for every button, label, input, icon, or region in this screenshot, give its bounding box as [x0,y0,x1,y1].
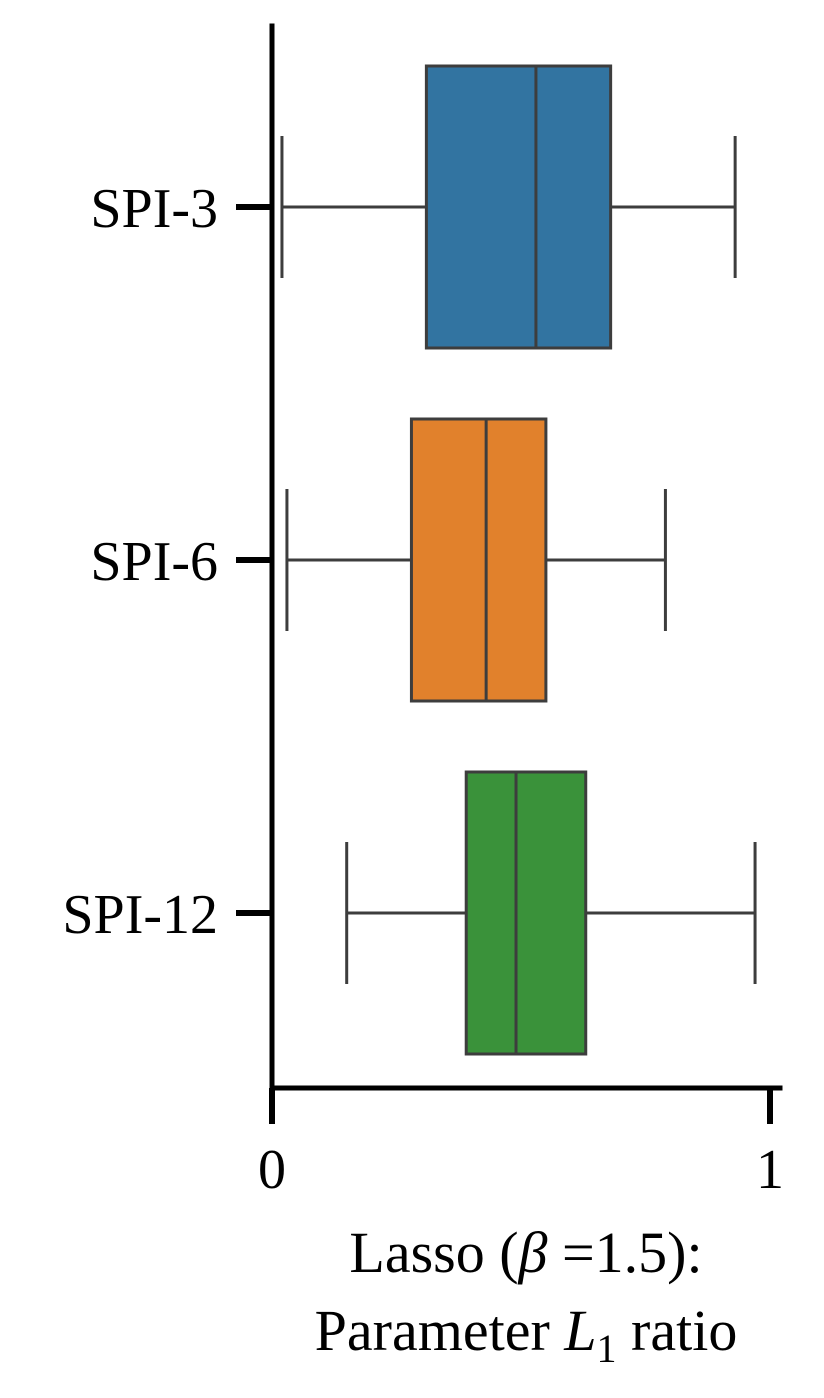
iqr-box-spi-6 [409,417,548,703]
x-axis-title-line1: Lasso (β =1.5): [349,1220,702,1285]
x-axis-title-sub: 1 [597,1326,617,1371]
iqr-box-spi-3 [424,64,613,350]
x-axis-title-line2-post: ratio [617,1298,738,1363]
boxes-group [280,64,757,1056]
y-tick-label-spi-3: SPI-3 [90,178,218,240]
box-spi-6 [285,417,667,703]
x-axis-title-line1-post: =1.5): [547,1220,702,1285]
box-spi-3 [280,64,737,350]
iqr-box-spi-12 [464,770,588,1056]
x-tick-label-0: 0 [258,1139,286,1201]
x-axis-title-line1-pre: Lasso ( [349,1220,518,1285]
y-tick-label-spi-6: SPI-6 [90,531,218,593]
x-axis-title-L: L [563,1298,596,1363]
x-axis-title-line2: Parameter L1 ratio [315,1298,738,1371]
y-ticks: SPI-3 SPI-6 SPI-12 [62,178,272,946]
box-spi-12 [345,770,757,1056]
x-axis-title-line2-pre: Parameter [315,1298,565,1363]
x-axis-title-beta: β [518,1220,548,1285]
y-tick-label-spi-12: SPI-12 [62,884,218,946]
x-tick-label-1: 1 [756,1139,784,1201]
